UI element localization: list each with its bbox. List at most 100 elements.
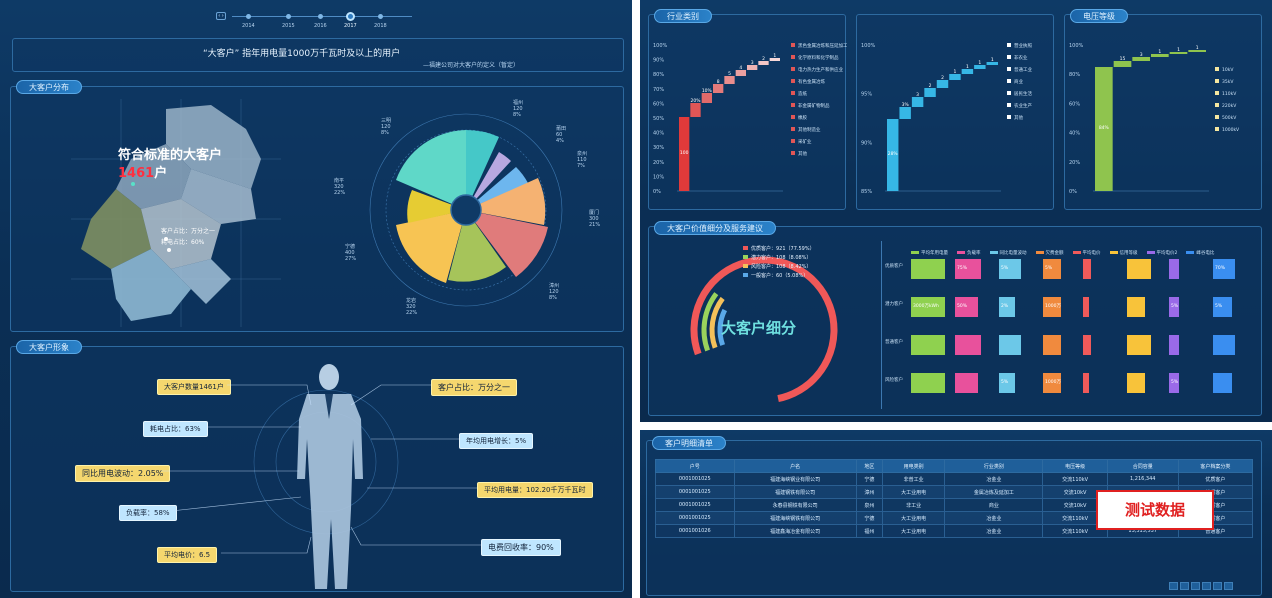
waterfall-bar[interactable] [986, 62, 998, 65]
page-first-button[interactable] [1169, 582, 1178, 590]
waterfall-bar[interactable] [899, 107, 911, 119]
table-cell: 大工业用电 [881, 485, 946, 499]
timeline-dot-2018[interactable] [378, 14, 383, 19]
timeline-dot-2016[interactable] [318, 14, 323, 19]
matrix-cell[interactable] [1127, 335, 1151, 355]
waterfall-bar[interactable] [924, 88, 936, 97]
page-2-button[interactable] [1202, 582, 1211, 590]
matrix-cell[interactable]: 1000万元 [1043, 297, 1061, 317]
segment-ring-chart[interactable] [679, 245, 849, 415]
businessman-figure [297, 364, 363, 589]
matrix-cell[interactable]: 5% [1043, 259, 1061, 279]
waterfall-bar[interactable] [1169, 52, 1188, 54]
table-column-header[interactable]: 户号 [655, 459, 735, 473]
matrix-cell[interactable] [955, 335, 981, 355]
matrix-cell[interactable] [911, 373, 945, 393]
table-column-header[interactable]: 电压等级 [1042, 459, 1108, 473]
table-column-header[interactable]: 合同容量 [1106, 459, 1179, 473]
timeline-prev-button[interactable]: ‹ › [216, 12, 226, 20]
waterfall-bar[interactable] [724, 76, 735, 84]
matrix-cell[interactable] [911, 335, 945, 355]
waterfall-bar[interactable] [1151, 54, 1169, 57]
value-matrix[interactable]: 优质客户 75% 5% 5% 70% 潜力客户 3000万kWh 50% 2% 1000万元 5% 5… [883, 253, 1257, 413]
matrix-cell[interactable]: 1000万元 [1043, 373, 1061, 393]
region-rose-chart[interactable] [366, 105, 566, 315]
matrix-cell[interactable]: 5% [999, 259, 1021, 279]
waterfall-bar[interactable] [758, 61, 769, 65]
timeline-dot-2015[interactable] [286, 14, 291, 19]
page-1-button[interactable] [1191, 582, 1200, 590]
matrix-cell[interactable]: 5% [1213, 297, 1232, 317]
waterfall-bar[interactable] [1095, 67, 1113, 191]
waterfall-bar[interactable] [1188, 50, 1206, 52]
matrix-cell[interactable] [1127, 259, 1151, 279]
waterfall-bar[interactable] [974, 65, 986, 69]
waterfall-bar[interactable] [1132, 57, 1150, 61]
matrix-cell[interactable] [911, 259, 945, 279]
legend-item: 黑色金属冶炼和压延加工业 [791, 43, 847, 55]
table-row[interactable]: 0001001026 福建鑫海冶金有限公司 福州 大工业用电 冶金业 交流110kV 13,… [655, 524, 1254, 538]
waterfall-bar[interactable] [679, 117, 690, 191]
legend-text: 造纸 [798, 92, 807, 97]
matrix-cell[interactable] [955, 373, 978, 393]
matrix-cell[interactable]: 5% [1169, 297, 1179, 317]
legend-text: 10kV [1222, 68, 1234, 73]
matrix-legend-swatch [1072, 251, 1081, 254]
table-pagination[interactable] [1167, 575, 1233, 594]
matrix-cell[interactable] [1083, 297, 1089, 317]
table-cell: 交流10kV [1042, 485, 1108, 499]
category-waterfall-chart[interactable]: 100% 95% 90% 85% 28% 3% 3 2 2 1 1 1 1 [857, 15, 1055, 211]
waterfall-bar[interactable] [911, 97, 924, 107]
page-last-button[interactable] [1224, 582, 1233, 590]
table-column-header[interactable]: 地区 [855, 459, 884, 473]
timeline-dot-2014[interactable] [246, 14, 251, 19]
matrix-cell[interactable]: 3000万kWh [911, 297, 945, 317]
matrix-cell[interactable] [1083, 373, 1089, 393]
matrix-cell[interactable] [1043, 335, 1061, 355]
matrix-cell[interactable] [1213, 373, 1232, 393]
waterfall-bar[interactable] [735, 70, 746, 76]
map-count-number: 1461 [118, 166, 155, 181]
matrix-cell[interactable] [1213, 335, 1235, 355]
y-tick-label: 90% [653, 58, 664, 64]
waterfall-bar[interactable] [949, 74, 961, 80]
waterfall-bar[interactable] [936, 80, 949, 88]
waterfall-bar[interactable] [1113, 61, 1132, 67]
waterfall-bar[interactable] [747, 65, 758, 70]
matrix-cell[interactable]: 2% [999, 297, 1015, 317]
timeline-dot-2017-active[interactable] [346, 12, 355, 21]
matrix-cell[interactable] [1127, 297, 1145, 317]
matrix-cell[interactable] [1127, 373, 1145, 393]
matrix-cell[interactable]: 5% [999, 373, 1015, 393]
waterfall-bar[interactable] [887, 119, 899, 191]
matrix-cell[interactable]: 75% [955, 259, 981, 279]
year-timeline[interactable]: ‹ › 2014 2015 2016 2017 2018 [216, 9, 416, 29]
waterfall-bar[interactable] [713, 84, 724, 93]
matrix-cell[interactable] [1169, 335, 1179, 355]
waterfall-bar[interactable] [690, 103, 701, 117]
table-column-header[interactable]: 户名 [733, 459, 857, 473]
table-row[interactable]: 0001001025 福建钢铁有限公司 漳州 大工业用电 金属冶炼及延加工 交流10kV 优… [655, 485, 1254, 499]
matrix-cell[interactable] [1169, 259, 1179, 279]
matrix-cell[interactable]: 50% [955, 297, 978, 317]
page-next-button[interactable] [1213, 582, 1222, 590]
page-prev-button[interactable] [1180, 582, 1189, 590]
y-tick-label: 20% [1069, 160, 1080, 166]
category-legend: 营业执照 非农业 普通工业 商业 居民生活 农业生产 其他 [1007, 43, 1055, 127]
table-column-header[interactable]: 用电类别 [881, 459, 946, 473]
industry-waterfall-chart[interactable]: 100%90%80%70%60%50%40%30%20%10%0% 10020%… [649, 15, 847, 211]
table-column-header[interactable]: 行业类别 [944, 459, 1044, 473]
voltage-waterfall-chart[interactable]: 100% 80% 60% 40% 20% 0% 84% 15 3 1 1 1 [1065, 15, 1263, 211]
waterfall-bar[interactable] [701, 93, 712, 103]
table-row[interactable]: 0001001025 福建海峡钢业有限公司 宁德 非普工业 冶金业 交流110kV 1,21… [655, 472, 1254, 486]
matrix-cell[interactable]: 70% [1213, 259, 1235, 279]
matrix-cell[interactable] [999, 335, 1021, 355]
y-tick-label: 60% [1069, 101, 1080, 107]
matrix-cell[interactable] [1083, 335, 1091, 355]
matrix-cell[interactable]: 5% [1169, 373, 1179, 393]
fujian-map[interactable] [71, 99, 281, 327]
matrix-cell[interactable] [1083, 259, 1091, 279]
waterfall-bar[interactable] [961, 69, 974, 74]
waterfall-bar[interactable] [769, 58, 780, 61]
table-column-header[interactable]: 客户档案分类 [1177, 459, 1254, 473]
